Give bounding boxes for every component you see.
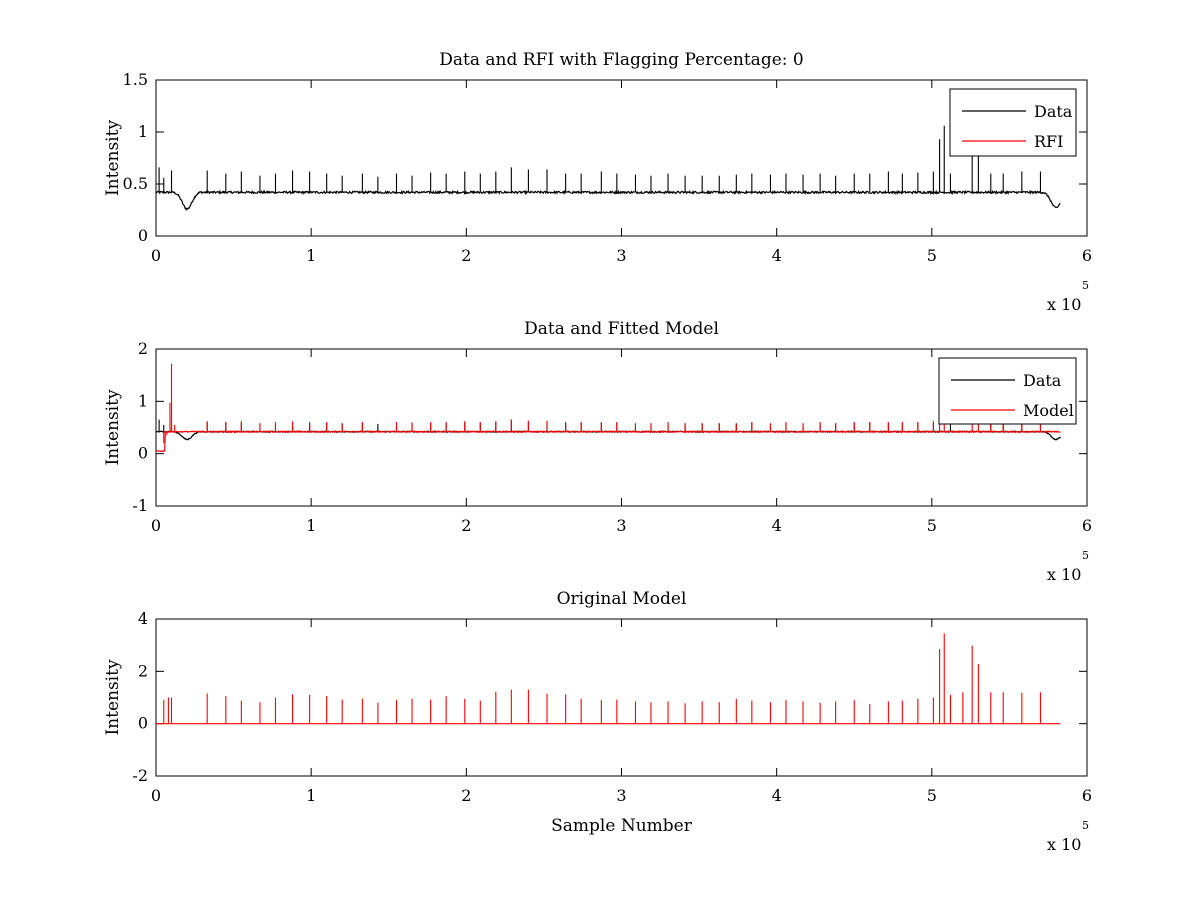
- x-tick-label: 2: [461, 246, 471, 265]
- x-axis-label: Sample Number: [551, 816, 693, 836]
- subplot-1: Data and RFI with Flagging Percentage: 0…: [103, 50, 1092, 314]
- x-multiplier-exponent: 5: [1082, 549, 1089, 562]
- x-tick-label: 5: [927, 786, 937, 805]
- y-tick-label: 1.5: [123, 70, 148, 89]
- legend-entry: RFI: [1034, 132, 1063, 151]
- x-tick-label: 4: [772, 786, 782, 805]
- x-tick-label: 1: [306, 786, 316, 805]
- y-tick-label: -2: [132, 766, 148, 785]
- y-tick-label: 1: [138, 122, 148, 141]
- chart-title: Data and Fitted Model: [524, 319, 719, 339]
- y-tick-label: 4: [138, 609, 148, 628]
- legend-entry: Data: [1034, 102, 1073, 121]
- x-tick-label: 4: [772, 246, 782, 265]
- x-multiplier-exponent: 5: [1082, 819, 1089, 832]
- x-tick-label: 3: [616, 246, 626, 265]
- x-tick-label: 1: [306, 516, 316, 535]
- x-tick-label: 6: [1082, 786, 1092, 805]
- axes-frame: [155, 79, 1088, 237]
- legend-entry: Data: [1023, 371, 1062, 390]
- chart-title: Data and RFI with Flagging Percentage: 0: [439, 50, 803, 70]
- y-axis-label: Intensity: [103, 659, 123, 735]
- axes-frame: [155, 348, 1088, 507]
- x-tick-label: 5: [927, 246, 937, 265]
- legend-entry: Model: [1023, 401, 1074, 420]
- y-tick-label: 2: [138, 661, 148, 680]
- x-tick-label: 2: [461, 786, 471, 805]
- x-tick-label: 0: [151, 246, 161, 265]
- x-tick-label: 0: [151, 516, 161, 535]
- x-tick-label: 0: [151, 786, 161, 805]
- y-tick-label: -1: [132, 496, 148, 515]
- y-tick-label: 1: [138, 391, 148, 410]
- y-tick-label: 0.5: [123, 174, 148, 193]
- x-tick-label: 3: [616, 786, 626, 805]
- series-line: [155, 430, 1061, 453]
- x-tick-label: 4: [772, 516, 782, 535]
- axes-frame: [155, 618, 1088, 777]
- series-data: [155, 125, 1061, 212]
- x-tick-label: 3: [616, 516, 626, 535]
- y-tick-label: 0: [138, 226, 148, 245]
- legend-frame: [938, 357, 1077, 425]
- y-axis-label: Intensity: [103, 120, 123, 196]
- x-multiplier-label: x 10: [1047, 565, 1081, 584]
- series-line: [155, 189, 1061, 212]
- legend-frame: [949, 88, 1077, 157]
- x-tick-label: 2: [461, 516, 471, 535]
- y-tick-label: 2: [138, 339, 148, 358]
- legend: Data Model: [938, 357, 1077, 425]
- y-tick-label: 0: [138, 444, 148, 463]
- x-multiplier-label: x 10: [1047, 295, 1081, 314]
- y-axis-label: Intensity: [103, 389, 123, 465]
- x-tick-label: 1: [306, 246, 316, 265]
- chart-title: Original Model: [557, 589, 687, 609]
- legend: Data RFI: [949, 88, 1077, 157]
- x-tick-label: 6: [1082, 246, 1092, 265]
- x-tick-label: 6: [1082, 516, 1092, 535]
- x-multiplier-label: x 10: [1047, 835, 1081, 854]
- series-model: [156, 633, 1061, 725]
- x-tick-label: 5: [927, 516, 937, 535]
- x-multiplier-exponent: 5: [1082, 279, 1089, 292]
- y-tick-label: 0: [138, 714, 148, 733]
